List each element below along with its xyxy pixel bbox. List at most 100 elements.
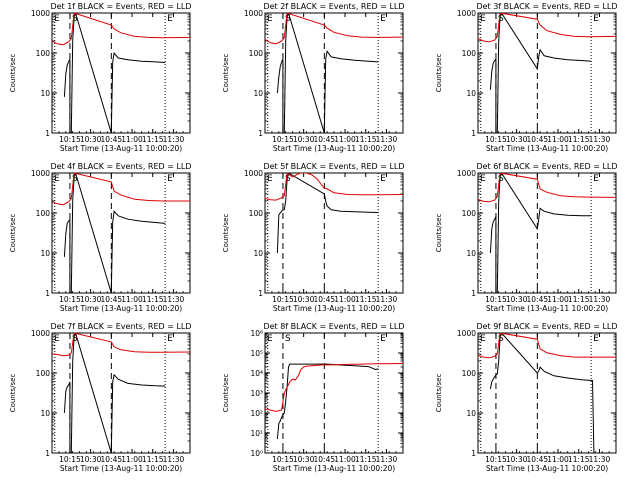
y-tick-label: 1 — [258, 129, 263, 138]
y-axis-label: Counts/sec — [435, 374, 443, 413]
panel-title: Det 1f BLACK = Events, RED = LLD — [50, 2, 191, 11]
end-marker-label: E — [167, 14, 173, 24]
x-axis-label: Start Time (13-Aug-11 10:00:20) — [60, 464, 182, 473]
x-tick-label: 11:30 — [163, 135, 185, 144]
end-marker-label: E — [593, 334, 599, 344]
panel-title: Det 3f BLACK = Events, RED = LLD — [476, 2, 617, 11]
x-tick-label: 11:30 — [589, 295, 611, 304]
x-tick-label: 10:45 — [527, 295, 549, 304]
x-tick-label: 11:30 — [376, 295, 398, 304]
end-marker-label: E — [54, 14, 60, 24]
x-tick-label: 11:30 — [589, 455, 611, 464]
panel-title: Det 8f BLACK = Events, RED = LLD — [263, 322, 404, 331]
x-tick-label: 11:30 — [589, 135, 611, 144]
x-tick-label: 10:15 — [272, 295, 294, 304]
lld-series-line — [265, 13, 403, 45]
end-marker-label: E — [267, 334, 273, 344]
y-tick-label: 10 — [466, 249, 476, 258]
y-tick-label: 100 — [462, 49, 477, 58]
x-axis-label: Start Time (13-Aug-11 10:00:20) — [60, 144, 182, 153]
panel-title: Det 6f BLACK = Events, RED = LLD — [476, 162, 617, 171]
x-tick-label: 11:00 — [121, 295, 143, 304]
end-marker-label: E — [380, 174, 386, 184]
y-tick-label: 10¹ — [250, 429, 263, 438]
chart-panel: Det 6f BLACK = Events, RED = LLD 1 10 100 10… — [435, 162, 618, 313]
y-tick-label: 10⁵ — [250, 349, 263, 358]
y-tick-label: 10 — [253, 249, 263, 258]
x-tick-label: 11:00 — [547, 135, 569, 144]
x-tick-label: 10:45 — [527, 455, 549, 464]
end-marker-label: E — [480, 14, 486, 24]
start-marker-label: S — [498, 334, 504, 344]
y-axis-label: Counts/sec — [222, 54, 230, 93]
y-tick-label: 100 — [462, 369, 477, 378]
x-tick-label: 10:30 — [80, 135, 102, 144]
events-series-line — [63, 13, 166, 133]
y-tick-label: 1 — [45, 129, 50, 138]
y-axis-label: Counts/sec — [222, 214, 230, 253]
y-axis-label: Counts/sec — [9, 374, 17, 413]
y-tick-label: 100 — [249, 209, 264, 218]
x-tick-label: 10:45 — [314, 455, 336, 464]
x-tick-label: 10:45 — [314, 295, 336, 304]
lld-series-line — [478, 13, 616, 43]
lld-series-line — [52, 13, 190, 46]
x-tick-label: 10:15 — [485, 455, 507, 464]
lld-series-line — [478, 173, 616, 203]
panel-title: Det 5f BLACK = Events, RED = LLD — [263, 162, 404, 171]
panel-title: Det 4f BLACK = Events, RED = LLD — [50, 162, 191, 171]
x-tick-label: 11:30 — [376, 455, 398, 464]
chart-panel: Det 2f BLACK = Events, RED = LLD 1 10 100 10… — [222, 2, 405, 153]
x-axis-label: Start Time (13-Aug-11 10:00:20) — [273, 304, 395, 313]
x-tick-label: 11:30 — [163, 295, 185, 304]
x-tick-label: 11:15 — [355, 295, 377, 304]
x-tick-label: 10:30 — [506, 135, 528, 144]
y-tick-label: 10 — [40, 409, 50, 418]
events-series-line — [276, 363, 379, 440]
chart-panel: Det 8f BLACK = Events, RED = LLD 10⁰ 10¹ 10… — [222, 322, 405, 473]
x-tick-label: 10:30 — [293, 455, 315, 464]
y-tick-label: 100 — [462, 209, 477, 218]
x-tick-label: 10:30 — [80, 295, 102, 304]
x-tick-label: 11:00 — [547, 295, 569, 304]
events-series-line — [489, 333, 595, 453]
x-tick-label: 11:00 — [547, 455, 569, 464]
x-tick-label: 11:15 — [355, 135, 377, 144]
end-marker-label: E — [54, 174, 60, 184]
end-marker-label: E — [480, 174, 486, 184]
chart-panel: Det 3f BLACK = Events, RED = LLD 1 10 100 10… — [435, 2, 618, 153]
x-axis-label: Start Time (13-Aug-11 10:00:20) — [273, 144, 395, 153]
plot-frame — [264, 332, 404, 454]
x-tick-label: 10:30 — [506, 295, 528, 304]
x-tick-label: 11:15 — [355, 455, 377, 464]
y-tick-label: 1000 — [31, 9, 50, 18]
end-marker-label: E — [593, 174, 599, 184]
y-tick-label: 100 — [36, 369, 51, 378]
end-marker-label: E — [380, 334, 386, 344]
chart-panel: Det 4f BLACK = Events, RED = LLD 1 10 100 10… — [9, 162, 192, 313]
x-tick-label: 11:00 — [334, 135, 356, 144]
chart-panel: Det 5f BLACK = Events, RED = LLD 1 10 100 10… — [222, 162, 405, 313]
end-marker-label: E — [267, 174, 273, 184]
y-tick-label: 1000 — [244, 9, 263, 18]
y-tick-label: 1000 — [31, 169, 50, 178]
y-tick-label: 1 — [471, 449, 476, 458]
x-tick-label: 10:45 — [101, 295, 123, 304]
x-axis-label: Start Time (13-Aug-11 10:00:20) — [486, 464, 608, 473]
y-tick-label: 10 — [466, 409, 476, 418]
x-axis-label: Start Time (13-Aug-11 10:00:20) — [486, 304, 608, 313]
start-marker-label: S — [285, 14, 291, 24]
x-tick-label: 10:15 — [485, 135, 507, 144]
y-tick-label: 1000 — [457, 329, 476, 338]
lld-series-line — [52, 333, 190, 357]
y-tick-label: 10 — [40, 89, 50, 98]
x-tick-label: 11:15 — [142, 135, 164, 144]
y-tick-label: 100 — [36, 49, 51, 58]
end-marker-label: E — [167, 334, 173, 344]
chart-panel: Det 7f BLACK = Events, RED = LLD 1 10 100 10… — [9, 322, 192, 473]
x-tick-label: 10:45 — [101, 455, 123, 464]
lld-series-line — [265, 363, 403, 412]
x-tick-label: 11:15 — [568, 135, 590, 144]
y-tick-label: 10 — [40, 249, 50, 258]
